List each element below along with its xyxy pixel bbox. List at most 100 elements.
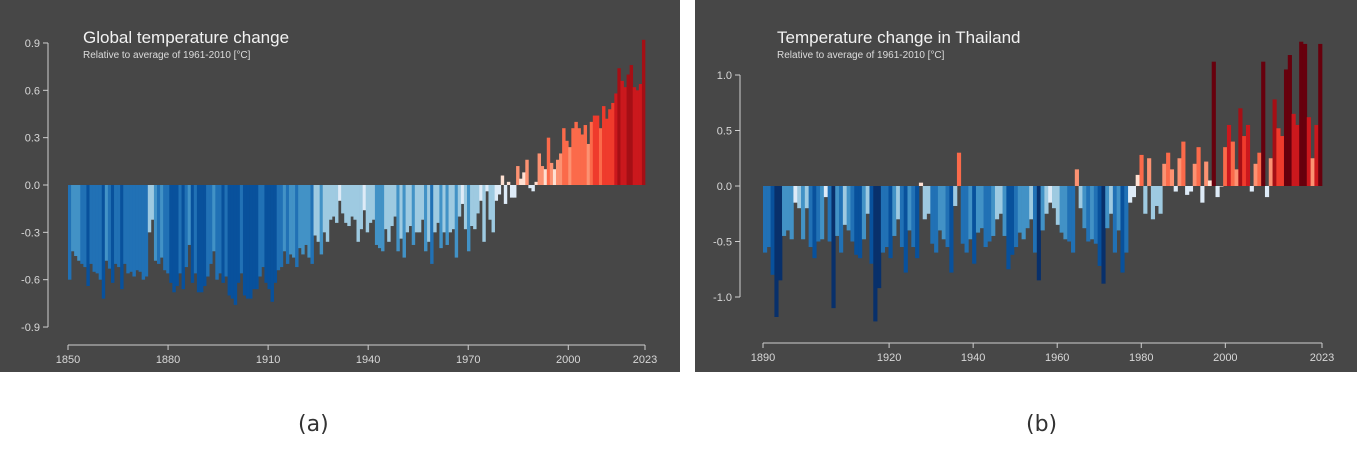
bar-1852 bbox=[74, 185, 78, 257]
bar-2024 bbox=[1272, 99, 1277, 186]
bar-1967 bbox=[1055, 186, 1060, 225]
bar-1994 bbox=[1158, 186, 1163, 214]
chart-subtitle: Relative to average of 1961-2010 [°C] bbox=[777, 50, 945, 61]
bar-1966 bbox=[424, 185, 428, 252]
bar-2032 bbox=[1302, 43, 1308, 186]
bar-1899 bbox=[797, 186, 802, 209]
bar-1926 bbox=[899, 186, 905, 248]
bar-1955 bbox=[390, 185, 394, 227]
bar-1975 bbox=[451, 185, 456, 230]
bar-1949 bbox=[371, 185, 376, 220]
bar-1947 bbox=[979, 186, 984, 229]
bar-1983 bbox=[1116, 186, 1121, 231]
bar-2009 bbox=[555, 159, 560, 185]
bar-1883 bbox=[169, 185, 173, 283]
bar-1986 bbox=[1128, 186, 1133, 203]
y-tick-label: 0.0 bbox=[25, 180, 40, 192]
bar-1933 bbox=[926, 186, 931, 214]
bar-2035 bbox=[1314, 124, 1319, 186]
bar-1993 bbox=[1154, 186, 1159, 206]
bar-1925 bbox=[298, 185, 302, 249]
bar-1945 bbox=[359, 185, 363, 230]
bar-2021 bbox=[592, 115, 597, 185]
x-tick-label: 1940 bbox=[961, 352, 985, 364]
bar-1960 bbox=[405, 185, 410, 233]
bar-1940 bbox=[953, 186, 958, 206]
bar-2020 bbox=[1257, 152, 1262, 186]
bar-1873 bbox=[138, 185, 143, 272]
bar-2020 bbox=[589, 121, 594, 185]
bar-2036 bbox=[638, 84, 643, 185]
bar-1862 bbox=[104, 185, 109, 261]
global-chart-svg: 0.9 0.6 0.3 0.0 -0.3 -0.6 -0.9 1850 1880 1910 1940… bbox=[21, 38, 657, 366]
bar-1952 bbox=[998, 186, 1003, 214]
bar-1962 bbox=[1036, 186, 1041, 281]
bar-1885 bbox=[175, 185, 179, 286]
bar-1952 bbox=[381, 185, 385, 252]
x-tick-label: 2023 bbox=[1310, 352, 1334, 364]
bar-1976 bbox=[1090, 186, 1095, 240]
bar-1955 bbox=[1010, 186, 1015, 255]
bar-1976 bbox=[454, 185, 459, 258]
bar-1999 bbox=[1177, 158, 1182, 186]
bar-1924 bbox=[892, 186, 897, 236]
bar-1854 bbox=[80, 185, 84, 264]
bar-1874 bbox=[141, 185, 146, 280]
bar-2018 bbox=[1249, 186, 1254, 192]
x-tick-label: 1940 bbox=[356, 354, 380, 366]
x-tick-label: 1880 bbox=[156, 354, 180, 366]
bar-2005 bbox=[543, 169, 548, 185]
y-tick-label: 0.9 bbox=[25, 38, 40, 50]
bar-1881 bbox=[163, 185, 167, 271]
bar-1971 bbox=[1071, 186, 1076, 253]
bar-1892 bbox=[196, 185, 201, 293]
bar-2022 bbox=[1264, 186, 1270, 198]
bar-1973 bbox=[445, 185, 449, 245]
bar-2005 bbox=[1200, 186, 1205, 203]
bar-1929 bbox=[911, 186, 916, 248]
bar-1908 bbox=[246, 185, 250, 299]
bar-1989 bbox=[494, 185, 499, 201]
bar-1913 bbox=[261, 185, 265, 268]
bar-1968 bbox=[1059, 186, 1064, 233]
bar-1936 bbox=[331, 185, 336, 217]
bar-1999 bbox=[525, 159, 529, 185]
bar-1954 bbox=[1006, 186, 1011, 270]
bar-1911 bbox=[255, 185, 259, 290]
bar-1994 bbox=[509, 185, 514, 198]
bar-1887 bbox=[181, 185, 185, 290]
bar-1859 bbox=[95, 185, 100, 274]
bar-2025 bbox=[1276, 128, 1281, 186]
bar-2024 bbox=[602, 106, 606, 185]
bar-1893 bbox=[199, 185, 204, 293]
bar-1957 bbox=[396, 185, 400, 252]
bar-2014 bbox=[571, 128, 575, 185]
bar-1886 bbox=[178, 185, 182, 274]
y-tick-label: 0.0 bbox=[717, 181, 732, 193]
bar-2001 bbox=[1185, 186, 1190, 195]
bar-1939 bbox=[341, 185, 345, 214]
bar-2034 bbox=[1310, 158, 1315, 186]
bar-1918 bbox=[276, 185, 281, 271]
bar-1920 bbox=[282, 185, 287, 252]
bar-2016 bbox=[577, 128, 581, 185]
bar-1966 bbox=[1052, 186, 1057, 209]
bar-1861 bbox=[101, 185, 106, 299]
bar-1906 bbox=[239, 185, 244, 274]
bar-1895 bbox=[206, 185, 210, 277]
bar-1891 bbox=[193, 185, 198, 274]
bar-1993 bbox=[506, 181, 511, 185]
bar-1983 bbox=[476, 185, 480, 214]
bar-2002 bbox=[534, 181, 538, 185]
bar-1916 bbox=[861, 186, 867, 240]
bar-1938 bbox=[945, 186, 950, 248]
x-tick-label: 2000 bbox=[556, 354, 580, 366]
bar-1950 bbox=[374, 185, 379, 245]
bar-2003 bbox=[537, 153, 541, 185]
bar-1865 bbox=[114, 185, 118, 264]
bar-2012 bbox=[565, 140, 569, 185]
bar-1996 bbox=[1166, 152, 1171, 186]
bar-1969 bbox=[1063, 186, 1068, 240]
bar-2022 bbox=[595, 115, 600, 185]
bar-2029 bbox=[617, 68, 621, 185]
